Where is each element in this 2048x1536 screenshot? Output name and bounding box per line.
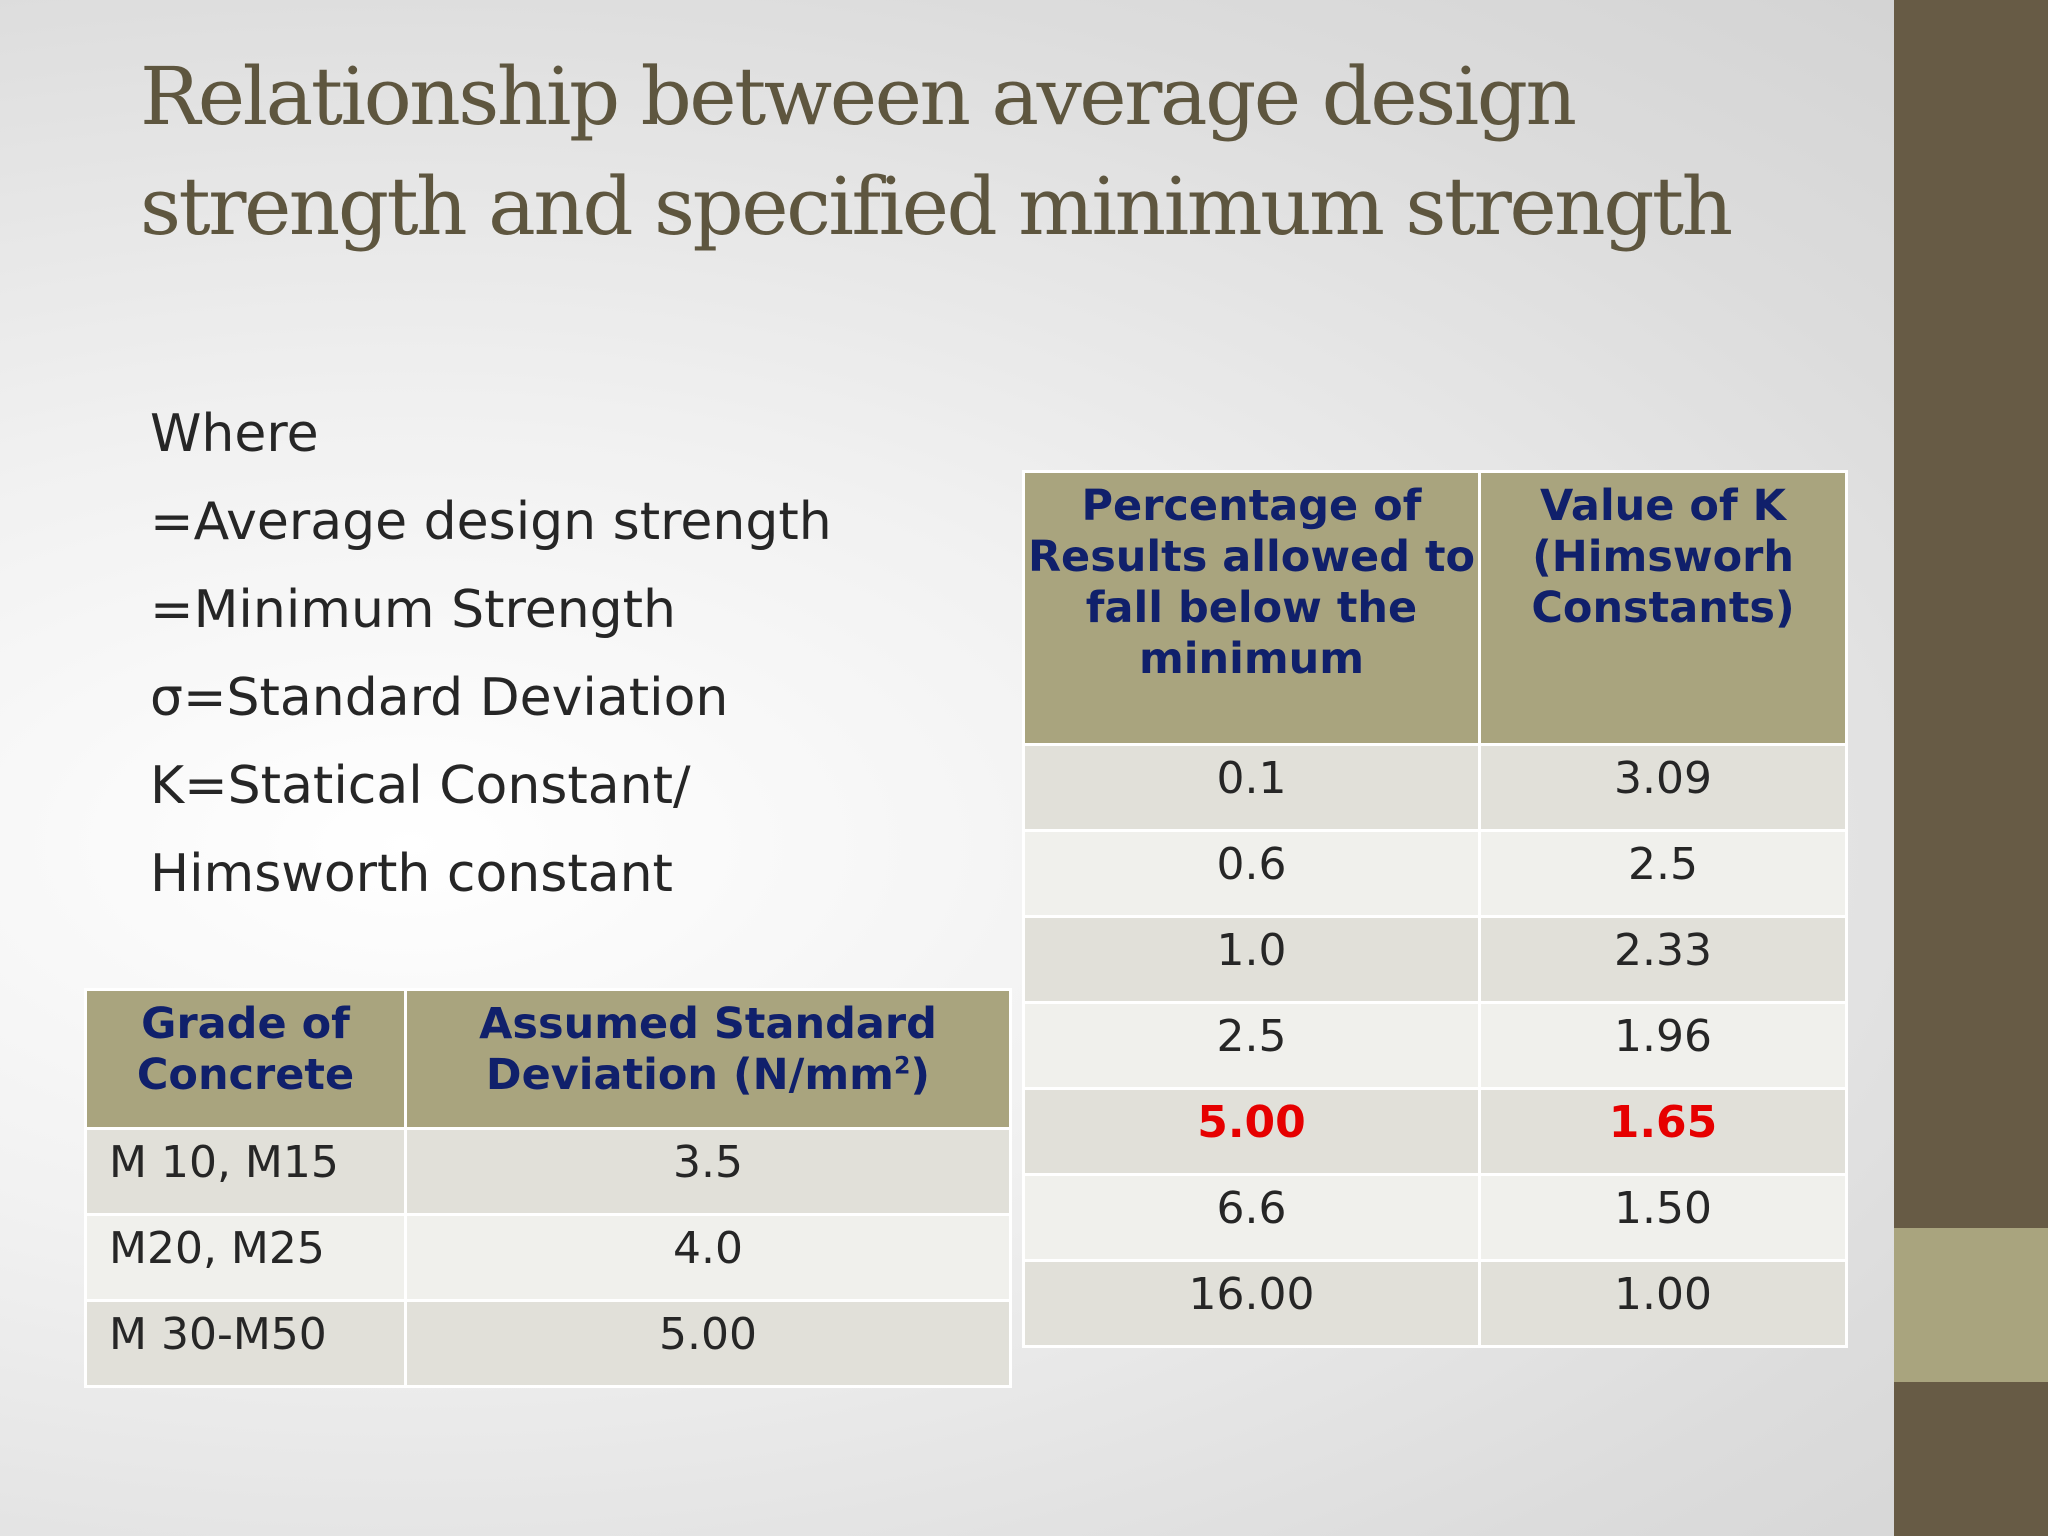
table-row: 2.5 1.96 [1022,1001,1848,1090]
cell-text: 0.6 [1216,839,1287,890]
table-header-row: Percentage of Results allowed to fall be… [1022,470,1848,746]
percentage-cell: 6.6 [1022,1173,1481,1262]
cell-text: M 30-M50 [109,1309,327,1360]
k-value-cell: 3.09 [1478,743,1848,832]
cell-text: 5.00 [659,1309,757,1360]
cell-text: 2.5 [1628,839,1698,890]
k-value-cell: 1.00 [1478,1259,1848,1348]
table-row: 1.0 2.33 [1022,915,1848,1004]
cell-text: M 10, M15 [109,1137,339,1188]
himsworth-constant-table: Percentage of Results allowed to fall be… [1022,470,1848,1348]
percentage-cell: 2.5 [1022,1001,1481,1090]
cell-text: 6.6 [1216,1183,1287,1234]
percentage-cell: 0.1 [1022,743,1481,832]
standard-deviation-table: Grade of Concrete Assumed Standard Devia… [84,988,1012,1388]
k-value-cell: 2.33 [1478,915,1848,1004]
std-deviation-cell: 3.5 [404,1127,1012,1216]
definition-item: Himsworth constant [150,844,673,904]
decorative-side-accent [1894,1228,2048,1382]
table-header-row: Grade of Concrete Assumed Standard Devia… [84,988,1012,1130]
definition-item: Where [150,404,319,464]
grade-header: Grade of Concrete [84,988,407,1130]
table-row: M 30-M50 5.00 [84,1299,1012,1388]
definition-item: =Minimum Strength [150,580,677,640]
cell-text: 2.5 [1216,1011,1287,1062]
table-row: 0.1 3.09 [1022,743,1848,832]
cell-text: 1.50 [1614,1183,1712,1234]
cell-text: 1.65 [1608,1097,1718,1148]
header-text: ) [910,1050,931,1100]
std-deviation-cell: 5.00 [404,1299,1012,1388]
definition-item: σ=Standard Deviation [150,668,729,728]
cell-text: 3.5 [673,1137,743,1188]
percentage-cell: 0.6 [1022,829,1481,918]
cell-text: 3.09 [1614,753,1712,804]
definition-item: =Average design strength [150,492,832,552]
cell-text: 5.00 [1197,1097,1306,1148]
cell-text: 1.96 [1614,1011,1712,1062]
percentage-header: Percentage of Results allowed to fall be… [1022,470,1481,746]
slide-title: Relationship between average design stre… [140,50,1733,253]
grade-cell: M20, M25 [84,1213,407,1302]
cell-text: 2.33 [1614,925,1712,976]
cell-text: 1.00 [1614,1269,1712,1320]
std-deviation-cell: 4.0 [404,1213,1012,1302]
k-value-cell: 1.96 [1478,1001,1848,1090]
k-value-header: Value of K (Himsworh Constants) [1478,470,1848,746]
table-row: 16.00 1.00 [1022,1259,1848,1348]
table-row: M 10, M15 3.5 [84,1127,1012,1216]
grade-cell: M 30-M50 [84,1299,407,1388]
table-row: 6.6 1.50 [1022,1173,1848,1262]
percentage-cell: 16.00 [1022,1259,1481,1348]
percentage-cell: 1.0 [1022,915,1481,1004]
k-value-cell: 1.65 [1478,1087,1848,1176]
cell-text: 4.0 [673,1223,743,1274]
table-row: M20, M25 4.0 [84,1213,1012,1302]
highlighted-table-row: 5.00 1.65 [1022,1087,1848,1176]
cell-text: M20, M25 [109,1223,325,1274]
header-text: Assumed Standard Deviation (N/mm [479,999,937,1100]
table-row: 0.6 2.5 [1022,829,1848,918]
definition-item: K=Statical Constant/ [150,756,691,816]
superscript: 2 [893,1051,911,1080]
definitions-list: Where =Average design strength =Minimum … [150,390,1010,918]
std-deviation-header: Assumed Standard Deviation (N/mm2) [404,988,1012,1130]
grade-cell: M 10, M15 [84,1127,407,1216]
cell-text: 16.00 [1188,1269,1315,1320]
percentage-cell: 5.00 [1022,1087,1481,1176]
k-value-cell: 1.50 [1478,1173,1848,1262]
cell-text: 0.1 [1216,753,1287,804]
k-value-cell: 2.5 [1478,829,1848,918]
cell-text: 1.0 [1216,925,1287,976]
